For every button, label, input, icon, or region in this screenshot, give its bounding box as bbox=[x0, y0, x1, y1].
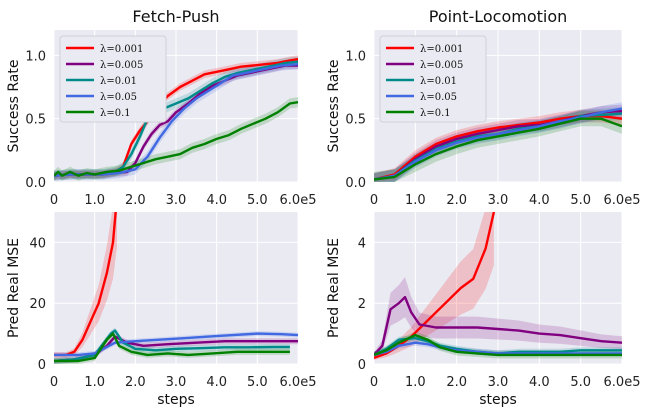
y-tick-label: 0 bbox=[38, 358, 46, 373]
legend-label: λ=0.005 bbox=[420, 60, 463, 71]
series-line-0.05 bbox=[374, 107, 622, 181]
x-tick-label: 6.0e5 bbox=[604, 375, 641, 390]
chart-title: Fetch-Push bbox=[132, 7, 219, 26]
x-tick-label: 6.0e5 bbox=[280, 375, 317, 390]
x-tick-label: 6.0e5 bbox=[280, 193, 317, 208]
x-tick-label: 4.0 bbox=[206, 375, 227, 390]
y-axis-label: Pred Real MSE bbox=[326, 238, 342, 338]
x-axis-label: steps bbox=[479, 392, 517, 408]
x-tick-label: 5.0 bbox=[247, 375, 268, 390]
x-tick-label: 5.0 bbox=[570, 193, 591, 208]
y-tick-label: 0.0 bbox=[345, 176, 366, 191]
y-tick-label: 0.5 bbox=[25, 113, 46, 128]
x-tick-label: 2.0 bbox=[125, 375, 146, 390]
x-tick-label: 3.0 bbox=[166, 375, 187, 390]
series-line-0.1 bbox=[374, 117, 622, 181]
y-tick-label: 40 bbox=[29, 236, 46, 251]
x-tick-label: 4.0 bbox=[529, 193, 550, 208]
panel-fetch-sr: 0 1.0 2.0 3.0 4.0 5.0 6.0e5 0.0 0.5 1.0 Fetch-Push… bbox=[6, 7, 316, 208]
legend-label: λ=0.001 bbox=[100, 44, 143, 55]
chart-title: Point-Locomotion bbox=[429, 7, 568, 26]
confidence-band bbox=[374, 277, 622, 358]
x-tick-label: 1.0 bbox=[405, 193, 426, 208]
x-tick-label: 0 bbox=[370, 375, 378, 390]
series-line-0.05 bbox=[374, 341, 622, 357]
y-axis-label: Success Rate bbox=[326, 60, 342, 153]
series-line-0.1 bbox=[374, 333, 622, 357]
x-axis-label: steps bbox=[157, 392, 195, 408]
x-tick-label: 1.0 bbox=[405, 375, 426, 390]
confidence-band bbox=[374, 111, 622, 182]
x-tick-label: 0 bbox=[50, 375, 58, 390]
legend-label: λ=0.001 bbox=[420, 44, 463, 55]
legend: λ=0.001 λ=0.005 λ=0.01 λ=0.05 λ=0.1 bbox=[59, 35, 167, 123]
confidence-band bbox=[54, 59, 298, 181]
y-tick-label: 0 bbox=[358, 358, 366, 373]
legend-label: λ=0.1 bbox=[100, 108, 131, 119]
x-tick-label: 0 bbox=[50, 193, 58, 208]
x-tick-label: 2.0 bbox=[125, 193, 146, 208]
legend-label: λ=0.1 bbox=[420, 108, 451, 119]
y-axis-label: Pred Real MSE bbox=[6, 238, 22, 338]
x-tick-label: 3.0 bbox=[488, 193, 509, 208]
y-tick-label: 1.0 bbox=[345, 49, 366, 64]
x-tick-label: 5.0 bbox=[247, 193, 268, 208]
x-tick-label: 1.0 bbox=[84, 375, 105, 390]
legend-label: λ=0.01 bbox=[100, 76, 137, 87]
y-tick-label: 4 bbox=[358, 236, 366, 251]
x-tick-label: 3.0 bbox=[488, 375, 509, 390]
x-tick-label: 0 bbox=[370, 193, 378, 208]
y-tick-label: 1.0 bbox=[25, 49, 46, 64]
legend-label: λ=0.01 bbox=[420, 76, 457, 87]
x-tick-label: 4.0 bbox=[529, 375, 550, 390]
y-tick-label: 2 bbox=[358, 297, 366, 312]
legend-label: λ=0.05 bbox=[420, 92, 457, 103]
confidence-band bbox=[374, 212, 494, 360]
legend: λ=0.001 λ=0.005 λ=0.01 λ=0.05 λ=0.1 bbox=[379, 35, 487, 123]
panel-point-sr: 0 1.0 2.0 3.0 4.0 5.0 6.0e5 0.0 0.5 1.0 Point-Loco… bbox=[326, 7, 640, 208]
series-group bbox=[54, 55, 298, 181]
x-tick-label: 2.0 bbox=[446, 193, 467, 208]
legend-box bbox=[59, 35, 167, 123]
confidence-band bbox=[54, 97, 298, 181]
series-line-0.05 bbox=[54, 63, 298, 177]
x-tick-label: 2.0 bbox=[446, 375, 467, 390]
panel-fetch-mse: 0 1.0 2.0 3.0 4.0 5.0 6.0e5 0 20 40 Pred Real MSE s… bbox=[6, 212, 317, 408]
legend-box bbox=[379, 35, 487, 123]
series-group bbox=[54, 212, 298, 364]
series-line-0.05 bbox=[54, 332, 298, 357]
y-tick-label: 0.0 bbox=[25, 176, 46, 191]
series-group bbox=[374, 212, 622, 360]
legend-label: λ=0.05 bbox=[100, 92, 137, 103]
series-line-0.1 bbox=[54, 332, 290, 363]
series-line-0.1 bbox=[54, 101, 298, 177]
x-tick-label: 1.0 bbox=[84, 193, 105, 208]
series-line-0.005 bbox=[374, 295, 622, 356]
y-tick-label: 0.5 bbox=[345, 113, 366, 128]
confidence-band bbox=[374, 107, 622, 182]
panel-point-mse: 0 1.0 2.0 3.0 4.0 5.0 6.0e5 0 2 4 Pred Real MSE ste… bbox=[326, 212, 641, 408]
y-tick-label: 20 bbox=[29, 297, 46, 312]
x-tick-label: 4.0 bbox=[206, 193, 227, 208]
legend-label: λ=0.005 bbox=[100, 60, 143, 71]
x-tick-label: 3.0 bbox=[166, 193, 187, 208]
x-tick-label: 5.0 bbox=[570, 375, 591, 390]
y-axis-label: Success Rate bbox=[6, 60, 22, 153]
series-group bbox=[374, 102, 622, 182]
x-tick-label: 6.0e5 bbox=[604, 193, 641, 208]
